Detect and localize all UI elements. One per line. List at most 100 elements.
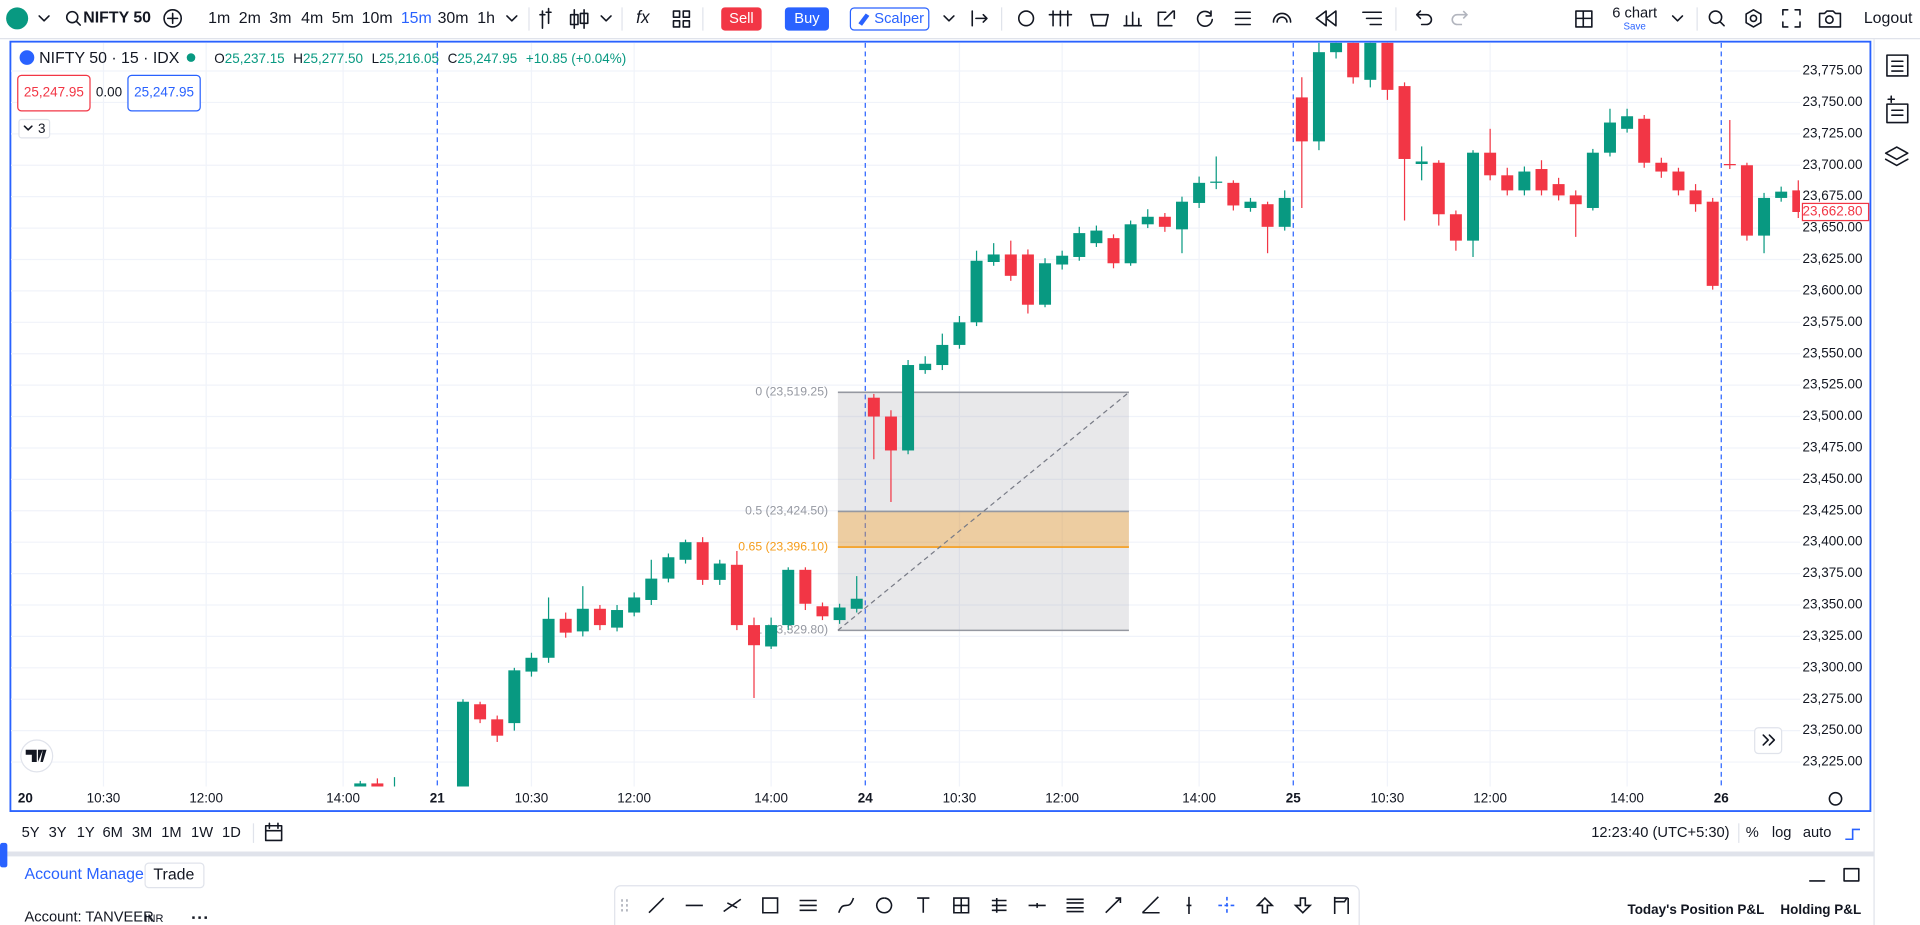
drawing-tool[interactable] — [1333, 896, 1349, 914]
axis-settings[interactable] — [1828, 791, 1843, 806]
toolbar-icons[interactable] — [1017, 7, 1469, 31]
range-button[interactable]: 1D — [222, 825, 241, 841]
log-toggle[interactable]: log — [1772, 825, 1792, 841]
candle-body — [1740, 165, 1753, 236]
right-icons[interactable] — [1708, 9, 1842, 28]
interval[interactable]: 2m — [239, 10, 261, 27]
right-sidebar[interactable] — [1873, 39, 1909, 925]
buy-box[interactable] — [127, 74, 201, 112]
candle-body — [491, 719, 504, 736]
range-button[interactable]: 3Y — [49, 825, 67, 841]
indicators-icon[interactable]: fx — [636, 7, 651, 27]
tab-trade-box[interactable] — [144, 862, 205, 889]
candles-icon[interactable] — [539, 7, 552, 29]
chart-layout[interactable]: 6 chart — [1612, 5, 1657, 21]
interval[interactable]: 1h — [477, 10, 495, 27]
tab-account-manager[interactable]: Account Manager — [24, 866, 149, 883]
y-tick-label: 23,700.00 — [1803, 157, 1863, 172]
interval[interactable]: 15m — [401, 10, 432, 27]
drawing-tool[interactable] — [1105, 897, 1122, 914]
candle-body — [371, 783, 384, 787]
drawing-tool[interactable] — [799, 899, 817, 912]
drawing-tool[interactable] — [1218, 896, 1236, 914]
drawing-tool[interactable] — [648, 897, 665, 914]
layout-label[interactable]: Scalper — [874, 11, 924, 27]
sell-box[interactable] — [17, 74, 91, 112]
sell-label[interactable]: Sell — [729, 11, 753, 27]
maximize[interactable] — [1843, 867, 1860, 882]
sell-price[interactable]: 25,247.95 — [24, 85, 84, 100]
drawing-tool[interactable] — [838, 897, 855, 914]
range-button[interactable]: 1M — [161, 825, 181, 841]
drawing-tool[interactable] — [1293, 897, 1313, 914]
x-tick-label: 10:30 — [943, 790, 977, 805]
candle-body — [1758, 197, 1771, 236]
candle-body — [867, 397, 880, 417]
candle-body — [782, 569, 795, 626]
logout[interactable]: Logout — [1864, 10, 1913, 27]
y-tick-label: 23,750.00 — [1803, 94, 1863, 109]
search-icon[interactable] — [65, 10, 79, 24]
percent-toggle[interactable]: % — [1746, 825, 1759, 841]
add-symbol[interactable] — [163, 9, 183, 28]
drawing-tool[interactable] — [876, 897, 893, 914]
candle-body — [611, 610, 624, 628]
clock[interactable]: 12:23:40 (UTC+5:30) — [1591, 825, 1729, 841]
drawing-tool[interactable] — [991, 898, 1007, 913]
drawing-tool[interactable] — [762, 897, 779, 914]
symbol[interactable]: NIFTY 50 — [83, 10, 151, 27]
drawing-tool[interactable] — [1141, 896, 1160, 914]
interval[interactable]: 10m — [362, 10, 393, 27]
layout-button[interactable] — [849, 7, 930, 31]
candle-body — [1775, 191, 1788, 198]
candle-body — [1655, 162, 1668, 172]
chart-type[interactable] — [569, 9, 589, 29]
candle-body — [1415, 161, 1428, 164]
drawing-tool[interactable] — [1255, 896, 1275, 914]
account-name: Account: TANVEER — [24, 910, 153, 925]
interval[interactable]: 30m — [438, 10, 469, 27]
drawing-tool[interactable] — [953, 897, 970, 914]
buy-button[interactable] — [784, 7, 829, 31]
range-button[interactable]: 1Y — [77, 825, 95, 841]
y-tick-label: 23,625.00 — [1803, 251, 1863, 266]
range-button[interactable]: 3M — [132, 825, 152, 841]
logo[interactable] — [6, 7, 29, 30]
drawing-tool[interactable] — [723, 898, 742, 913]
drawing-tool[interactable] — [1186, 896, 1192, 914]
templates-icon[interactable] — [672, 10, 691, 28]
candle-body — [1586, 152, 1599, 208]
date-range[interactable] — [264, 822, 283, 842]
candle-body — [987, 254, 1000, 263]
drawing-tool[interactable] — [1066, 898, 1084, 913]
left-panel-toggle[interactable] — [0, 842, 8, 868]
tab-trade[interactable]: Trade — [153, 867, 194, 884]
interval[interactable]: 1m — [208, 10, 230, 27]
layout-grid[interactable] — [1575, 10, 1593, 28]
interval[interactable]: 3m — [269, 10, 291, 27]
todays-pl: Today's Position P&L — [1627, 902, 1764, 917]
buy-label[interactable]: Buy — [794, 11, 820, 27]
drawing-tool[interactable] — [917, 897, 930, 913]
range-button[interactable]: 6M — [102, 825, 122, 841]
save[interactable]: Save — [1624, 22, 1646, 33]
indicators-toggle[interactable] — [18, 118, 51, 139]
drawing-tool[interactable] — [1028, 902, 1046, 908]
range-button[interactable]: 5Y — [22, 825, 40, 841]
range-button[interactable]: 1W — [191, 825, 213, 841]
chevron[interactable] — [38, 15, 50, 22]
sell-button[interactable] — [721, 7, 762, 31]
candle-body — [1467, 152, 1480, 241]
tv-logo[interactable] — [20, 739, 54, 773]
x-tick-label: 20 — [18, 790, 33, 805]
y-tick-label: 23,725.00 — [1803, 125, 1863, 140]
symbol-title[interactable]: NIFTY 50 · 15 · IDX — [39, 50, 180, 67]
indicators-count[interactable]: 3 — [38, 121, 45, 136]
ohlc: O25,237.15 H25,277.50 L25,216.05 C25,247… — [214, 50, 626, 65]
interval[interactable]: 4m — [301, 10, 323, 27]
auto-toggle[interactable]: auto — [1803, 825, 1832, 841]
x-tick-label: 21 — [430, 790, 445, 805]
buy-price[interactable]: 25,247.95 — [134, 85, 194, 100]
candle-body — [1261, 204, 1274, 227]
interval[interactable]: 5m — [332, 10, 354, 27]
